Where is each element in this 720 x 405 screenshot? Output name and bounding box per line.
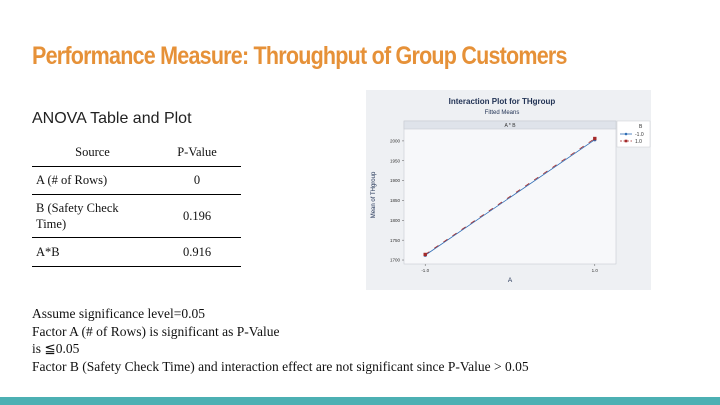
conclusion-line: Factor A (# of Rows) is significant as P… bbox=[32, 323, 280, 339]
p-value-cell: 0.196 bbox=[153, 194, 241, 238]
source-cell: A (# of Rows) bbox=[32, 166, 153, 195]
x-tick-label: -1.0 bbox=[421, 268, 429, 273]
source-cell: B (Safety Check Time) bbox=[32, 194, 153, 238]
y-tick-label: 2000 bbox=[390, 139, 401, 144]
p-value-cell: 0 bbox=[153, 166, 241, 195]
header-source: Source bbox=[32, 138, 153, 167]
bottom-accent-bar bbox=[0, 397, 720, 405]
header-p-value: P-Value bbox=[153, 138, 241, 167]
table-header-row: Source P-Value bbox=[32, 138, 241, 167]
table-row: B (Safety Check Time) 0.196 bbox=[32, 194, 241, 238]
conclusion-line: is ≦0.05 bbox=[32, 341, 80, 356]
plot-title: Interaction Plot for THgroup bbox=[449, 97, 556, 106]
x-tick-label: 1.0 bbox=[592, 268, 599, 273]
plot-series bbox=[423, 136, 597, 257]
y-tick-label: 1950 bbox=[390, 158, 401, 163]
legend-marker-series-1 bbox=[624, 132, 628, 136]
source-cell: A*B bbox=[32, 237, 153, 267]
interaction-plot-svg: Interaction Plot for THgroup Fitted Mean… bbox=[371, 97, 651, 284]
y-tick-label: 1800 bbox=[390, 218, 401, 223]
legend-title: B bbox=[639, 124, 643, 130]
legend-entry-series-1: -1.0 bbox=[635, 132, 644, 138]
y-tick-label: 1750 bbox=[390, 238, 401, 243]
p-value-cell: 0.916 bbox=[153, 237, 241, 267]
table-row: A (# of Rows) 0 bbox=[32, 166, 241, 195]
legend-entry-series-2: 1.0 bbox=[635, 139, 642, 145]
conclusion-line: Assume significance level=0.05 bbox=[32, 306, 205, 321]
interaction-plot: Interaction Plot for THgroup Fitted Mean… bbox=[366, 90, 651, 290]
y-axis-ticks: 1700 1750 1800 1850 1900 1950 2000 bbox=[390, 139, 404, 263]
data-point bbox=[593, 136, 597, 141]
section-subtitle: ANOVA Table and Plot bbox=[32, 110, 192, 127]
conclusion-line: Factor B (Safety Check Time) and interac… bbox=[32, 358, 529, 374]
data-point bbox=[423, 252, 427, 257]
x-axis-ticks: -1.0 1.0 bbox=[421, 264, 598, 273]
y-axis-label: Mean of THgroup bbox=[371, 171, 377, 218]
plot-legend: B -1.0 1.0 bbox=[616, 120, 651, 148]
series-line-1 bbox=[424, 139, 596, 256]
x-axis-label: A bbox=[508, 277, 513, 284]
slide-title: Performance Measure: Throughput of Group… bbox=[32, 42, 567, 70]
y-tick-label: 1700 bbox=[390, 258, 401, 263]
series-line-2 bbox=[424, 138, 596, 255]
legend-marker-series-2 bbox=[624, 139, 628, 143]
y-tick-label: 1900 bbox=[390, 178, 401, 183]
anova-table: Source P-Value A (# of Rows) 0 B (Safety… bbox=[32, 138, 241, 267]
table-row: A*B 0.916 bbox=[32, 237, 241, 267]
panel-label: A * B bbox=[504, 123, 516, 129]
plot-subtitle: Fitted Means bbox=[485, 110, 520, 116]
y-tick-label: 1850 bbox=[390, 198, 401, 203]
panel-strip bbox=[403, 120, 617, 130]
plot-area bbox=[403, 120, 617, 265]
conclusions: Assume significance level=0.05 Factor A … bbox=[32, 305, 529, 375]
